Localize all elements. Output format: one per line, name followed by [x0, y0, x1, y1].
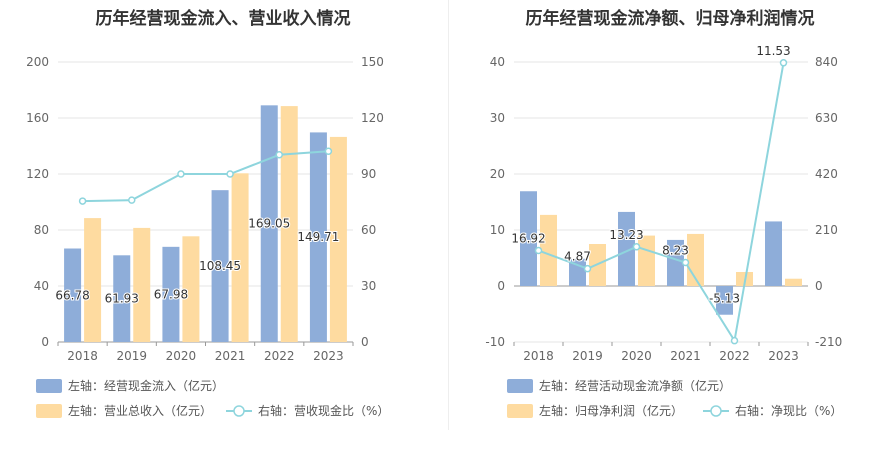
- left-chart-legend-swatch-secondary: [36, 404, 62, 418]
- right-chart-category-label: 2022: [719, 349, 750, 363]
- left-chart-right-tick-label: 30: [361, 279, 376, 293]
- left-chart-bar-primary-2019: [113, 255, 131, 342]
- right-chart-legend-label-line: 右轴：净现比（%）: [735, 403, 842, 418]
- left-chart-ratio-line: [82, 150, 329, 203]
- left-chart-left-tick-label: 80: [34, 223, 49, 237]
- left-chart-bar-secondary-2021: [231, 173, 249, 342]
- left-chart-left-tick-label: 0: [41, 335, 49, 349]
- right-chart-bar-primary-2023: [765, 221, 782, 286]
- right-chart-category-label: 2021: [670, 349, 701, 363]
- right-chart-ratio-point-2023: [779, 59, 788, 67]
- right-chart-legend-swatch-primary: [507, 379, 533, 393]
- right-chart-ratio-point-2021: [681, 258, 690, 267]
- left-chart-ratio-point-2020: [177, 170, 185, 178]
- left-chart-bar-primary-2022: [260, 105, 278, 342]
- left-chart-left-tick-label: 200: [26, 55, 49, 69]
- left-chart-category-label: 2022: [264, 349, 295, 363]
- left-chart-ratio-point-2023: [324, 147, 333, 155]
- left-chart-right-tick-label: 90: [361, 167, 376, 181]
- right-chart-left-tick-label: 0: [497, 279, 505, 293]
- left-chart-bar-primary-2023: [309, 132, 327, 342]
- right-chart-legend-marker: [710, 405, 722, 417]
- left-chart-legend-swatch-primary: [36, 379, 62, 393]
- left-chart-left-tick-label: 160: [26, 111, 49, 125]
- left-chart-category-label: 2019: [116, 349, 147, 363]
- right-chart-data-label: 13.23: [609, 228, 643, 242]
- left-chart-right-tick-label: 120: [361, 111, 384, 125]
- right-chart-category-label: 2023: [768, 349, 799, 363]
- left-chart-bar-secondary-2023: [329, 136, 347, 342]
- left-chart-bar-primary-2021: [211, 190, 229, 342]
- left-chart-legend-label-line: 右轴：营收现金比（%）: [258, 403, 389, 418]
- right-chart-right-tick-label: -210: [815, 335, 842, 349]
- left-chart-left-tick-label: 120: [26, 167, 49, 181]
- left-chart-data-label: 67.98: [154, 287, 188, 301]
- right-chart-bar-primary-2018: [520, 191, 537, 286]
- right-chart-ratio-point-2018: [534, 246, 543, 255]
- panel-divider: [448, 0, 449, 430]
- left-chart-title: 历年经营现金流入、营业收入情况: [95, 9, 351, 29]
- left-chart-legend-marker: [233, 405, 245, 417]
- right-chart-ratio-point-2020: [632, 243, 641, 251]
- right-chart-right-tick-label: 630: [815, 111, 838, 125]
- right-chart-ratio-line: [538, 62, 785, 344]
- left-chart-data-label: 61.93: [105, 292, 139, 306]
- right-chart-title: 历年经营现金流净额、归母净利润情况: [525, 9, 815, 29]
- right-chart-bar-primary-2022: [716, 286, 733, 315]
- right-chart-bar-secondary-2018: [540, 214, 557, 286]
- right-chart-right-tick-label: 840: [815, 55, 838, 69]
- left-chart-data-label: 169.05: [248, 217, 290, 231]
- right-chart-data-label: 4.87: [564, 250, 591, 264]
- left-chart-data-label: 108.45: [199, 259, 241, 273]
- right-chart-right-tick-label: 420: [815, 167, 838, 181]
- right-chart-category-label: 2019: [572, 349, 603, 363]
- right-chart-category-label: 2020: [621, 349, 652, 363]
- right-chart-left-tick-label: 10: [490, 223, 505, 237]
- right-chart-bar-secondary-2023: [785, 278, 802, 286]
- left-chart-right-tick-label: 0: [361, 335, 369, 349]
- left-chart-category-label: 2023: [313, 349, 344, 363]
- right-chart-bar-secondary-2020: [638, 235, 655, 286]
- left-chart-data-label: 66.78: [55, 288, 89, 302]
- left-chart-bar-secondary-2022: [280, 106, 298, 342]
- right-chart-data-label: -5.13: [709, 292, 740, 306]
- right-chart-data-label: 11.53: [756, 44, 790, 58]
- left-chart-right-tick-label: 60: [361, 223, 376, 237]
- left-chart-legend-label-secondary: 左轴：营业总收入（亿元）: [68, 403, 212, 418]
- right-chart-left-tick-label: -10: [485, 335, 505, 349]
- left-chart-bar-primary-2018: [64, 248, 82, 342]
- left-chart-right-tick-label: 150: [361, 55, 384, 69]
- left-chart-left-tick-label: 40: [34, 279, 49, 293]
- left-chart-bar-secondary-2018: [84, 218, 102, 342]
- left-chart-data-label: 149.71: [297, 230, 339, 244]
- right-chart-left-tick-label: 30: [490, 111, 505, 125]
- right-chart-right-tick-label: 0: [815, 279, 823, 293]
- right-chart-bar-primary-2020: [618, 211, 635, 286]
- right-chart-data-label: 8.23: [662, 244, 689, 258]
- left-chart-bar-primary-2020: [162, 246, 180, 342]
- left-chart-ratio-point-2021: [226, 170, 234, 178]
- left-chart-bar-secondary-2020: [182, 236, 200, 342]
- right-chart-bar-primary-2021: [667, 239, 684, 286]
- left-chart-category-label: 2021: [215, 349, 246, 363]
- left-chart-ratio-point-2019: [128, 196, 136, 204]
- left-chart-bar-secondary-2019: [133, 227, 151, 342]
- right-chart-legend-label-secondary: 左轴：归母净利润（亿元）: [539, 403, 683, 418]
- right-chart-ratio-point-2022: [730, 336, 739, 345]
- right-chart-category-label: 2018: [523, 349, 554, 363]
- left-chart-ratio-point-2022: [275, 151, 283, 159]
- right-chart-left-tick-label: 20: [490, 167, 505, 181]
- left-chart-category-label: 2018: [67, 349, 98, 363]
- right-chart-legend-swatch-secondary: [507, 404, 533, 418]
- right-chart-legend-label-primary: 左轴：经营活动现金流净额（亿元）: [539, 378, 731, 393]
- right-chart-right-tick-label: 210: [815, 223, 838, 237]
- right-chart-left-tick-label: 40: [490, 55, 505, 69]
- right-chart-data-label: 16.92: [511, 232, 545, 246]
- left-chart-legend-label-primary: 左轴：经营现金流入（亿元）: [68, 378, 224, 393]
- right-chart-ratio-point-2019: [583, 264, 592, 273]
- left-chart-category-label: 2020: [166, 349, 197, 363]
- left-chart-ratio-point-2018: [78, 197, 87, 205]
